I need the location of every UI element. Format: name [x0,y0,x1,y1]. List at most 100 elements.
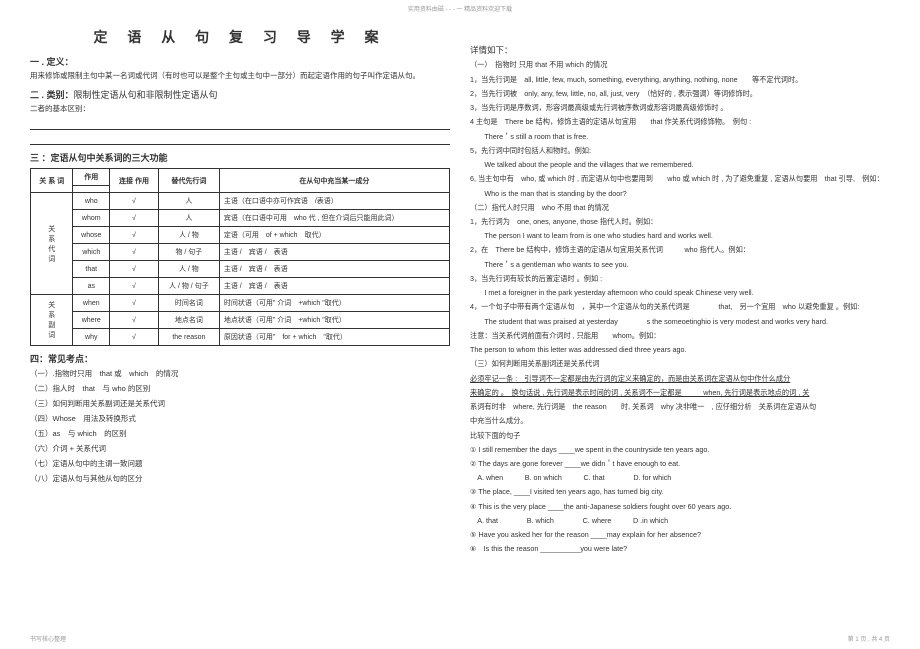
text-line: 比较下面的句子 [470,430,890,442]
list-item: （八）定语从句与其他从句的区分 [30,473,450,485]
table-cell: 主语 / 宾语 / 表语 [219,261,449,278]
section2-heading: 二 . 类别：限制性定语从句和非限制性定语从句 [30,88,450,101]
text-line: 2，在 There be 结构中，修饰主语的定语从句宜用关系代词 who 指代人… [470,244,890,256]
th-w1: 作用 [73,169,110,186]
section1-heading: 一 . 定义： [30,55,450,68]
table-group-cell: 关 系 代 词 [31,193,73,295]
section2-body: 二者的基本区别： [30,103,450,115]
relative-word-table: 关 系 词 作用 连接 作用 替代先行词 在从句中充当某一成分 关 系 代 词w… [30,168,450,346]
text-line: ④ This is the very place ____the anti-Ja… [470,501,890,513]
text-line: I met a foreigner in the park yesterday … [470,287,890,299]
table-cell: 时间状语（可用" 介词 +which "取代） [219,295,449,312]
text-line: 中充当什么成分。 [470,415,890,427]
text-line: 系词有时非 where, 先行词是 the reason 时, 关系词 why … [470,401,890,413]
table-cell: why [73,329,110,346]
text-line: 5，先行词中同时包括人和物时。例如: [470,145,890,157]
text-line: ① I still remember the days ____we spent… [470,444,890,456]
table-cell: 人 / 物 [158,227,219,244]
list-item: （四）Whose 用法及转换形式 [30,413,450,425]
table-cell: 时间名词 [158,295,219,312]
r-sec3-body: 系词有时非 where, 先行词是 the reason 时, 关系词 why … [470,401,890,556]
table-cell: 人 [158,210,219,227]
text-line: A. that B. which C. where D .in which [470,515,890,527]
text-line: There＇s still a room that is free. [470,131,890,143]
table-cell: whose [73,227,110,244]
table-cell: 宾语（在口语中可用 who 代 , 但在介词后只能用此词） [219,210,449,227]
blank-line-2 [30,134,450,145]
footer: 书写核心整理 第 1 页 , 共 4 页 [30,634,890,643]
r-sec3-p2a: 来确定的 。 换句话说 , 先行词是表示时间的词 , 关系词不一定都是 when… [470,388,809,397]
table-cell: 地点状语（可用" 介词 +which "取代） [219,312,449,329]
table-cell: who [73,193,110,210]
r-sec2-body: 1，先行词为 one, ones, anyone, those 指代人时。例如：… [470,216,890,356]
table-cell: 主语 / 宾语 / 表语 [219,244,449,261]
table-cell: 主语（在口语中亦可作宾语 /表语） [219,193,449,210]
th-w2 [73,186,110,193]
left-column: 定 语 从 句 复 习 导 学 案 一 . 定义： 用来修饰或限制主句中某一名词… [30,21,450,558]
list-item: （七）定语从句中的主谓一致问题 [30,458,450,470]
text-line: There＇s a gentleman who wants to see you… [470,259,890,271]
table-cell: the reason [158,329,219,346]
page: 定 语 从 句 复 习 导 学 案 一 . 定义： 用来修饰或限制主句中某一名词… [0,21,920,558]
text-line: We talked about the people and the villa… [470,159,890,171]
table-cell: as [73,278,110,295]
text-line: ⑤ Have you asked her for the reason ____… [470,529,890,541]
th-group: 关 系 词 [31,169,73,193]
table-cell: which [73,244,110,261]
text-line: 1，当先行词是 all, little, few, much, somethin… [470,74,890,86]
text-line: 3，当先行词是序数词，形容词最高级或先行词被序数词或形容词最高级修饰时 。 [470,102,890,114]
text-line: 注意：当关系代词前面有介词时 , 只能用 whom。例如： [470,330,890,342]
text-line: Who is the man that is standing by the d… [470,188,890,200]
text-line: The student that was praised at yesterda… [470,316,890,328]
table-cell: 物 / 句子 [158,244,219,261]
table-cell: √ [110,227,159,244]
table-group-cell: 关 系 副 词 [31,295,73,346]
section3-heading: 三 ：定语从句中关系词的三大功能 [30,151,450,164]
list-item: （六）介词 + 关系代词 [30,443,450,455]
th-repl: 替代先行词 [158,169,219,193]
text-line: ③ The place, ____I visited ten years ago… [470,486,890,498]
s2h: 二 . 类别： [30,90,74,100]
r-sec3-p1: 必须牢记一条 : 引导词不一定都是由先行词的定义来确定的，而是由关系词在定语从句… [470,373,890,385]
table-cell: where [73,312,110,329]
table-cell: when [73,295,110,312]
details-heading: 详情如下： [470,43,890,57]
text-line: 2，当先行词被 only, any, few, little, no, all,… [470,88,890,100]
section1-body: 用来修饰或限制主句中某一名词或代词（有时也可以是整个主句或主句中一部分）而起定语… [30,70,450,82]
text-line: 4，一个句子中带有两个定语从句 ，其中一个定语从句的关系代词是 that, 另一… [470,301,890,313]
table-cell: √ [110,295,159,312]
header-note: 实用资料由磁 - - - 一 精品资料欢迎下载 [0,0,920,21]
table-cell: √ [110,244,159,261]
s2t: 限制性定语从句和非限制性定语从句 [74,90,218,100]
table-cell: √ [110,210,159,227]
r-sec1-h: （一） 指物时 只用 that 不用 which 的情况 [470,59,890,71]
section4-heading: 四：常见考点： [30,352,450,365]
section4-list: （一）.指物时只用 that 或 which 的情况 （二）指人时 that 与 … [30,368,450,485]
table-cell: that [73,261,110,278]
table-cell: √ [110,329,159,346]
table-cell: whom [73,210,110,227]
table-cell: 地点名词 [158,312,219,329]
text-line: 6, 当主句中有 who, 或 which 时 , 而定语从句中也要用到 who… [470,173,890,185]
text-line: The person to whom this letter was addre… [470,344,890,356]
main-title: 定 语 从 句 复 习 导 学 案 [30,27,450,47]
text-line: 4 主句是 There be 结构，修饰主语的定语从句宜用 that 作关系代词… [470,116,890,128]
text-line: The person I want to learn from is one w… [470,230,890,242]
table-cell: √ [110,193,159,210]
footer-left: 书写核心整理 [30,634,66,643]
list-item: （五）as 与 which 的区别 [30,428,450,440]
table-cell: 人 / 物 [158,261,219,278]
text-line: ⑥ Is this the reason __________you were … [470,543,890,555]
table-cell: √ [110,261,159,278]
blank-line-1 [30,119,450,130]
r-sec3-h: （三）如何判断用关系副词还是关系代词 [470,358,890,370]
table-cell: √ [110,278,159,295]
th-conn: 连接 作用 [110,169,159,193]
text-line: 1，先行词为 one, ones, anyone, those 指代人时。例如： [470,216,890,228]
text-line: 3，当先行词有较长的后置定语时 。例如 : [470,273,890,285]
table-cell: √ [110,312,159,329]
r-sec1-body: 1，当先行词是 all, little, few, much, somethin… [470,74,890,200]
list-item: （二）指人时 that 与 who 的区别 [30,383,450,395]
table-cell: 人 [158,193,219,210]
list-item: （一）.指物时只用 that 或 which 的情况 [30,368,450,380]
